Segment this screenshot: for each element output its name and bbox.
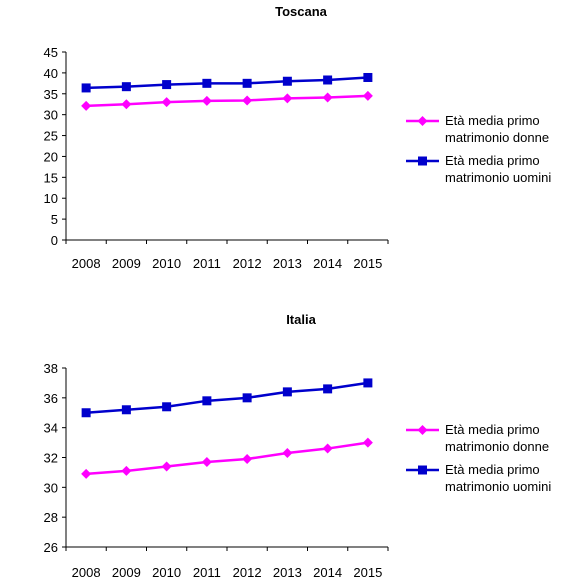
chart1-series-1-point bbox=[81, 100, 92, 111]
chart2-series-1-point bbox=[81, 468, 92, 479]
chart1-y-tick-label: 0 bbox=[51, 233, 58, 248]
chart1-y-tick-label: 10 bbox=[44, 191, 58, 206]
chart2-y-tick-label: 32 bbox=[44, 451, 58, 466]
chart2-y-tick-label: 28 bbox=[44, 510, 58, 525]
chart1-series-2-line bbox=[86, 76, 368, 90]
chart2-x-tick-label: 2015 bbox=[353, 565, 382, 580]
chart2-series-2-point bbox=[162, 402, 172, 412]
chart2-series-1-line bbox=[86, 441, 369, 476]
chart2-legend-marker-1 bbox=[417, 425, 428, 435]
chart1-y-tick-label: 15 bbox=[44, 170, 58, 185]
chart2-x-tick-label: 2008 bbox=[72, 565, 101, 580]
chart2-series-1-point bbox=[322, 443, 333, 454]
chart2-series-2-point bbox=[363, 378, 373, 388]
chart2-series-2-point bbox=[242, 393, 252, 403]
chart1-series-1-point bbox=[322, 92, 333, 103]
chart2-y-tick-label: 34 bbox=[44, 421, 58, 436]
chart2-legend-label-2-line1: Età media primo bbox=[445, 462, 540, 477]
chart2-x-tick-label: 2010 bbox=[152, 565, 181, 580]
chart2-legend-label-2-line2: matrimonio uomini bbox=[445, 479, 551, 494]
chart1-x-tick-label: 2008 bbox=[72, 256, 101, 271]
chart2-series-1-point bbox=[161, 461, 172, 472]
chart2-series-2-point bbox=[323, 384, 333, 394]
chart1-x-tick-label: 2014 bbox=[313, 256, 342, 271]
chart1-legend-label-1-line1: Età media primo bbox=[445, 113, 540, 128]
chart1-legend-label-1-line2: matrimonio donne bbox=[445, 130, 549, 145]
chart2-legend-label-1-line1: Età media primo bbox=[445, 422, 540, 437]
chart1-series-1-point bbox=[282, 93, 293, 104]
chart1-y-tick-label: 5 bbox=[51, 212, 58, 227]
chart2-y-tick-label: 36 bbox=[44, 391, 58, 406]
chart1-legend-label-2-line2: matrimonio uomini bbox=[445, 170, 551, 185]
chart1-y-tick-label: 40 bbox=[44, 66, 58, 81]
chart1-series-1-point bbox=[161, 97, 172, 108]
chart1-series-2-point bbox=[81, 83, 91, 93]
chart2-title: Italia bbox=[286, 312, 316, 327]
chart1-x-tick-label: 2009 bbox=[112, 256, 141, 271]
chart1-series-2-point bbox=[162, 80, 172, 90]
chart1-x-tick-label: 2013 bbox=[273, 256, 302, 271]
chart1-series-2-point bbox=[202, 78, 212, 88]
chart1-series-2-point bbox=[363, 72, 373, 82]
chart2-series-1-point bbox=[121, 465, 132, 476]
chart1-series-2-point bbox=[121, 82, 131, 92]
chart2-x-tick-label: 2013 bbox=[273, 565, 302, 580]
chart1-series-1-point bbox=[362, 90, 373, 101]
chart1-y-tick-label: 35 bbox=[44, 87, 58, 102]
chart2-series-1-point bbox=[362, 437, 373, 448]
chart1-x-tick-label: 2011 bbox=[193, 256, 221, 271]
chart2-y-tick-label: 30 bbox=[44, 480, 58, 495]
chart1-x-tick-label: 2012 bbox=[233, 256, 262, 271]
chart2-y-tick-label: 38 bbox=[44, 361, 58, 376]
chart1-series-1-point bbox=[201, 95, 212, 106]
chart2-series-2-point bbox=[81, 408, 91, 418]
chart1-legend-label-2-line1: Età media primo bbox=[445, 153, 540, 168]
chart1-x-tick-label: 2010 bbox=[152, 256, 181, 271]
chart1-series-2-point bbox=[242, 78, 252, 88]
chart2-series-2-line bbox=[86, 381, 369, 414]
chart1-series-2-point bbox=[282, 76, 292, 86]
chart1-title: Toscana bbox=[275, 4, 328, 19]
chart1-x-tick-label: 2015 bbox=[353, 256, 382, 271]
chart2-series-1-point bbox=[282, 448, 293, 459]
chart2-y-tick-label: 26 bbox=[44, 540, 58, 555]
chart1-y-tick-label: 45 bbox=[44, 45, 58, 60]
chart1-series-1-point bbox=[121, 99, 132, 110]
chart2-x-tick-label: 2011 bbox=[193, 565, 221, 580]
chart1-series-1-point bbox=[242, 95, 253, 106]
chart2-legend-label-1-line2: matrimonio donne bbox=[445, 439, 549, 454]
chart2-series-2-point bbox=[282, 387, 292, 397]
chart2-series-2-point bbox=[202, 396, 212, 406]
chart1-y-tick-label: 25 bbox=[44, 129, 58, 144]
chart1-y-tick-label: 20 bbox=[44, 149, 58, 164]
chart1-legend-marker-2 bbox=[418, 156, 427, 166]
chart2-legend-marker-2 bbox=[418, 465, 427, 475]
chart1-y-tick-label: 30 bbox=[44, 108, 58, 123]
chart1-legend-marker-1 bbox=[417, 116, 428, 126]
chart2-series-1-point bbox=[242, 453, 253, 464]
chart2-x-tick-label: 2014 bbox=[313, 565, 342, 580]
chart2-series-1-point bbox=[201, 456, 212, 467]
chart1-series-1-line bbox=[86, 94, 368, 108]
chart1-series-2-point bbox=[323, 75, 333, 85]
chart2-series-2-point bbox=[121, 405, 131, 415]
chart2-x-tick-label: 2012 bbox=[233, 565, 262, 580]
chart2-x-tick-label: 2009 bbox=[112, 565, 141, 580]
